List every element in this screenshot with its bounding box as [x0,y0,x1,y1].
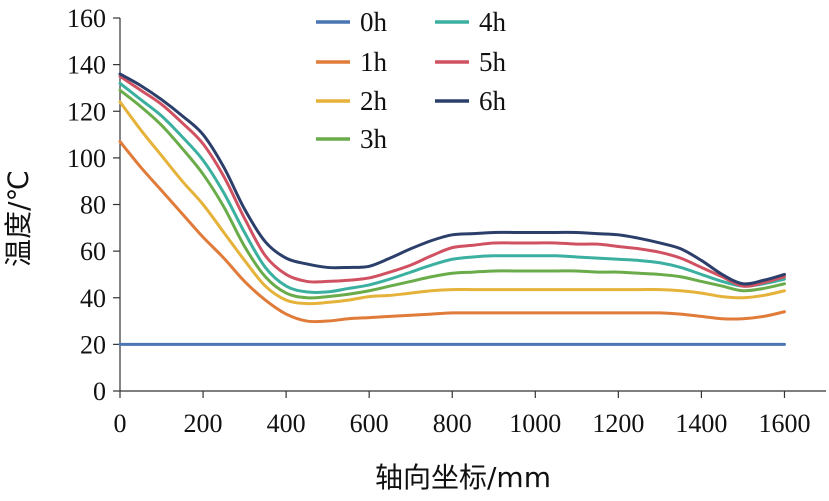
x-tick-label: 200 [184,409,223,438]
legend-label: 0h [360,7,388,37]
x-tick-label: 1000 [509,409,561,438]
legend-item-0h: 0h [316,7,388,37]
legend-item-1h: 1h [316,47,388,77]
legend-item-5h: 5h [435,47,507,77]
series-lines [118,72,786,346]
legend-label: 6h [479,86,507,116]
series-line-1h [118,140,786,324]
y-axis-label: 温度/℃ [2,170,35,267]
y-tick-label: 0 [93,377,106,406]
y-tick-label: 60 [80,237,106,266]
x-tick-label: 1600 [758,409,810,438]
series-line-5h [118,74,786,288]
y-tick-label: 140 [67,51,106,80]
series-line-4h [118,81,786,295]
x-tick-label: 0 [114,409,127,438]
series-line-6h [118,72,786,286]
x-tick-label: 1400 [675,409,727,438]
legend-item-6h: 6h [435,86,507,116]
legend-label: 2h [360,86,388,116]
series-line-3h [118,88,786,300]
legend-label: 5h [479,47,507,77]
x-tick-label: 800 [433,409,472,438]
legend-item-4h: 4h [435,7,507,37]
legend-item-2h: 2h [316,86,388,116]
x-tick-label: 1200 [592,409,644,438]
legend-label: 1h [360,47,388,77]
y-tick-label: 80 [80,191,106,220]
x-axis-label: 轴向坐标/mm [375,461,551,494]
legend-item-3h: 3h [316,124,388,154]
x-tick-label: 400 [267,409,306,438]
y-tick-label: 160 [67,4,106,33]
legend-label: 4h [479,7,507,37]
x-tick-label: 600 [350,409,389,438]
y-tick-label: 120 [67,97,106,126]
y-tick-label: 20 [80,330,106,359]
series-line-2h [118,100,786,306]
y-tick-label: 100 [67,144,106,173]
y-tick-label: 40 [80,284,106,313]
legend: 0h 1h 2h 3h 4h 5h 6h [316,7,507,154]
legend-label: 3h [360,124,388,154]
